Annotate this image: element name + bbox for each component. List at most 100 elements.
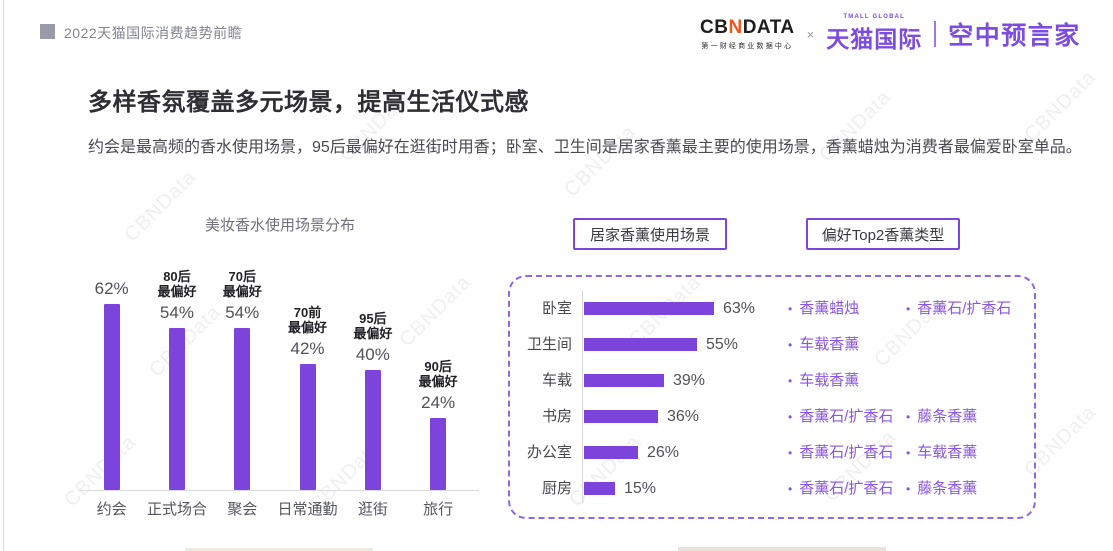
bullet-icon: •	[906, 302, 911, 316]
logo-cluster: CBNDATA 第一财经商业数据中心 × TMALL GLOBAL 天猫国际 空…	[700, 14, 1081, 54]
bullet-icon: •	[788, 446, 793, 460]
tmall-global-small-text: TMALL GLOBAL	[843, 14, 906, 20]
scene-row: 办公室 26% • 香薰石/扩香石 • 车载香薰	[510, 435, 1034, 471]
top-type-2: • 藤条香薰	[906, 480, 978, 497]
bar-value-label: 36%	[667, 408, 700, 425]
cbndata-subtitle: 第一财经商业数据中心	[701, 43, 794, 50]
bar-annotation: 95后 最偏好	[353, 311, 393, 341]
row-label: 办公室	[526, 444, 572, 461]
bullet-icon: •	[788, 410, 793, 424]
perfume-chart-title: 美妆香水使用场景分布	[204, 217, 355, 234]
breadcrumb: 2022天猫国际消费趋势前瞻	[64, 25, 243, 41]
bar-value-label: 24%	[421, 393, 456, 412]
bar	[584, 482, 615, 495]
page-edge-line	[3, 0, 4, 551]
top-type-2: • 香薰石/扩香石	[906, 300, 1012, 317]
bullet-icon: •	[906, 482, 911, 496]
scene-row: 卫生间 55% • 车载香薰	[510, 327, 1034, 363]
category-label: 逛街	[357, 501, 388, 518]
row-label: 书房	[541, 408, 572, 425]
bar	[584, 410, 658, 423]
bar-value-label: 26%	[647, 444, 680, 461]
top-type-1: • 香薰石/扩香石	[788, 408, 894, 425]
home-scent-scene-header: 居家香薰使用场景	[573, 218, 727, 250]
home-scent-rows: 卧室 63% • 香薰蜡烛 • 香薰石/扩香石 卫生间 55% • 车载香薰 车载 3…	[510, 277, 1034, 517]
cross-icon: ×	[806, 26, 815, 42]
cbndata-logo: CBNDATA 第一财经商业数据中心	[700, 17, 795, 51]
perfume-bar-group: 80后 最偏好 54%	[144, 246, 209, 490]
page-title: 多样香氛覆盖多元场景，提高生活仪式感	[88, 89, 529, 116]
bar	[168, 328, 185, 490]
scene-row: 车载 39% • 车载香薰	[510, 363, 1034, 399]
scene-row: 卧室 63% • 香薰蜡烛 • 香薰石/扩香石	[510, 291, 1034, 327]
perfume-bar-group: 70后 最偏好 54%	[210, 246, 275, 490]
top-type-2: • 藤条香薰	[906, 408, 978, 425]
perfume-bar-group: 90后 最偏好 24%	[405, 246, 470, 490]
cbndata-cb: CB	[700, 17, 729, 38]
category-label: 正式场合	[146, 501, 207, 518]
top-type-1: • 车载香薰	[788, 372, 860, 389]
perfume-bar-chart: 62% 80后 最偏好 54% 70后 最偏好 54% 70前 最偏好 42% 95后…	[79, 246, 471, 490]
bar	[299, 364, 316, 490]
bar	[584, 446, 638, 459]
perfume-bar-group: 70前 最偏好 42%	[275, 246, 340, 490]
page-subtitle: 约会是最高频的香水使用场景，95后最偏好在逛街时用香；卧室、卫生间是居家香薰最主…	[88, 139, 1082, 156]
top-type-1: • 车载香薰	[788, 336, 860, 353]
perfume-chart-axis	[79, 490, 479, 491]
perfume-chart-categories: 约会 正式场合 聚会 日常通勤 逛街 旅行	[79, 498, 471, 519]
home-scent-panel: 卧室 63% • 香薰蜡烛 • 香薰石/扩香石 卫生间 55% • 车载香薰 车载 3…	[508, 275, 1036, 519]
bar-value-label: 54%	[159, 303, 194, 322]
bar-value-label: 39%	[673, 372, 706, 389]
bar	[430, 418, 447, 490]
bar-value-label: 15%	[624, 480, 657, 497]
category-label: 约会	[96, 501, 127, 518]
bar-annotation: 80后 最偏好	[157, 269, 197, 299]
bar-annotation: 70后 最偏好	[222, 269, 262, 299]
bar-value-label: 62%	[94, 279, 129, 298]
bullet-icon: •	[788, 302, 793, 316]
bar	[584, 338, 697, 351]
bullet-icon: •	[788, 338, 793, 352]
tmall-global-wordmark: 天猫国际	[826, 26, 923, 52]
scene-row: 厨房 15% • 香薰石/扩香石 • 藤条香薰	[510, 471, 1034, 507]
perfume-bar-group: 62%	[79, 246, 144, 490]
home-scent-axis	[582, 290, 583, 503]
logo-divider	[934, 21, 937, 47]
cbndata-wordmark: CBNDATA	[700, 17, 795, 39]
row-label: 车载	[541, 372, 572, 389]
cutoff-caption-right	[678, 547, 886, 551]
cutoff-caption-left	[185, 548, 373, 551]
tmall-global-logo: TMALL GLOBAL 天猫国际	[826, 14, 922, 54]
bar-value-label: 54%	[225, 303, 260, 322]
bar	[234, 328, 251, 490]
cbndata-data: DATA	[742, 17, 795, 38]
bar-value-label: 40%	[355, 345, 390, 364]
bullet-icon: •	[788, 374, 793, 388]
bar	[584, 374, 664, 387]
air-prophet-wordmark: 空中预言家	[948, 22, 1081, 50]
bar-annotation: 90后 最偏好	[418, 359, 458, 389]
row-label: 卧室	[541, 300, 572, 317]
bar-value-label: 63%	[723, 300, 756, 317]
bar-value-label: 55%	[706, 336, 739, 353]
bar	[103, 304, 120, 490]
row-label: 卫生间	[526, 336, 572, 353]
bullet-icon: •	[906, 446, 911, 460]
top-type-1: • 香薰石/扩香石	[788, 480, 894, 497]
breadcrumb-square-icon	[40, 24, 55, 39]
perfume-bar-group: 95后 最偏好 40%	[340, 246, 405, 490]
cbndata-n: N	[728, 17, 743, 38]
bar-value-label: 42%	[290, 339, 325, 358]
bar	[584, 302, 714, 315]
category-label: 聚会	[227, 501, 258, 518]
row-label: 厨房	[541, 480, 572, 497]
scene-row: 书房 36% • 香薰石/扩香石 • 藤条香薰	[510, 399, 1034, 435]
bullet-icon: •	[906, 410, 911, 424]
top-type-1: • 香薰蜡烛	[788, 300, 860, 317]
top2-type-header: 偏好Top2香薰类型	[806, 218, 960, 250]
bar	[364, 370, 381, 490]
bullet-icon: •	[788, 482, 793, 496]
top-type-2: • 车载香薰	[906, 444, 978, 461]
category-label: 日常通勤	[277, 501, 338, 518]
